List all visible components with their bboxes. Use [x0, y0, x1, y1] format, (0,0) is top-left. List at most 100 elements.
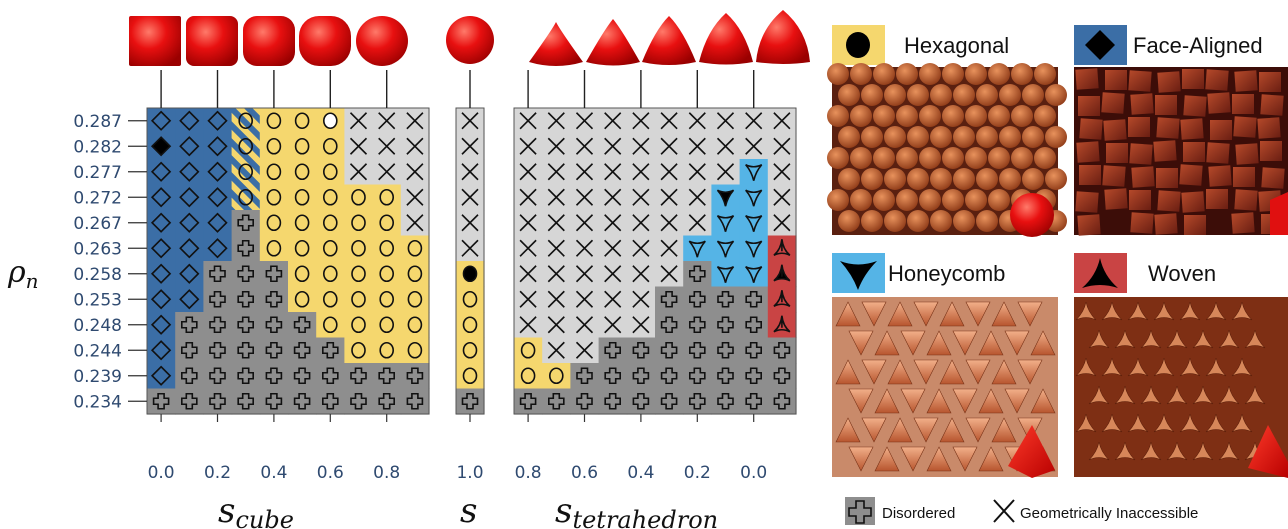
phase-symbol-H [379, 239, 395, 257]
phase-symbol-X [773, 112, 791, 130]
phase-symbol-D [350, 367, 367, 385]
phase-symbol-D [293, 392, 311, 410]
phase-symbol-D [350, 392, 367, 410]
x-tick-label: 0.6 [317, 463, 344, 483]
x-axis-title-sphere: s [460, 491, 477, 529]
phase-symbol-D [604, 392, 621, 410]
phase-symbol-H [407, 239, 423, 257]
phase-symbol-X [547, 112, 565, 130]
tetrahedron-shape-icon [1008, 425, 1055, 478]
phase-symbol-X [575, 239, 594, 257]
phase-symbol-X [519, 112, 537, 130]
phase-symbol-D [717, 341, 734, 359]
phase-symbol-X [461, 112, 479, 130]
phase-symbol-F [207, 110, 228, 131]
phase-cell [372, 210, 402, 237]
phase-symbol-D [237, 265, 254, 283]
phase-symbol-D [209, 367, 226, 385]
phase-symbol-D [265, 316, 283, 334]
phase-symbol-D [689, 392, 706, 410]
phase-cell [711, 261, 741, 288]
phase-cell [259, 388, 289, 415]
phase-cell [739, 286, 769, 313]
phase-symbol-D [689, 265, 706, 283]
phase-symbol-X [547, 239, 565, 257]
phase-symbol-C [716, 215, 735, 232]
particle-shape-icon [699, 13, 753, 65]
phase-cell [711, 363, 741, 390]
phase-cell [372, 388, 402, 415]
phase-symbol-D [265, 367, 283, 385]
phase-cell [372, 184, 402, 211]
phase-symbol-D [181, 316, 198, 334]
phase-cell [739, 312, 769, 339]
phase-cell [231, 108, 261, 135]
phase-cell [316, 261, 345, 288]
phase-cell [767, 337, 797, 364]
phase-symbol-H [322, 112, 338, 130]
phase-cell [711, 210, 741, 237]
phase-symbol-H [294, 290, 310, 308]
phase-symbol-C [745, 215, 763, 232]
cube-shape-icon [1270, 192, 1288, 235]
phase-cell [683, 388, 712, 415]
phase-symbol-H [462, 367, 478, 385]
phase-symbol-F [179, 187, 200, 208]
phase-symbol-X [660, 112, 678, 130]
phase-cell [739, 184, 769, 211]
phase-symbol-H [379, 188, 395, 206]
phase-cell [316, 210, 345, 237]
panel-frame [146, 107, 430, 415]
phase-symbol-X [461, 214, 479, 232]
phase-cell [400, 337, 430, 364]
phase-cell [344, 286, 374, 313]
phase-symbol-D [322, 367, 339, 385]
phase-cell [400, 388, 430, 415]
phase-cell [683, 261, 712, 288]
phase-symbol-X [575, 112, 594, 130]
y-tick-label: 0.248 [73, 316, 122, 336]
phase-cell [598, 363, 628, 390]
phase-symbol-D [745, 316, 762, 334]
phase-symbol-H [238, 188, 253, 206]
phase-symbol-X [519, 188, 537, 206]
phase-symbol-X [349, 112, 368, 130]
phase-symbol-X [688, 214, 706, 232]
phase-cell [259, 184, 289, 211]
phase-symbol-D [322, 392, 339, 410]
phase-symbol-H [238, 112, 253, 130]
phase-symbol-H [294, 188, 310, 206]
x-tick-label: 0.0 [740, 463, 767, 483]
phase-cell [175, 312, 204, 339]
phase-symbol-D [293, 341, 311, 359]
particle-shape-icon [356, 16, 408, 66]
phase-symbol-D [237, 392, 254, 410]
phase-symbol-X [632, 214, 650, 232]
particle-shape-icon [186, 16, 238, 66]
phase-symbol-X [519, 316, 537, 334]
x-tick-label: 1.0 [456, 463, 483, 483]
phase-symbol-H [351, 290, 366, 308]
phase-cell [203, 388, 233, 415]
y-tick-label: 0.258 [73, 265, 122, 285]
phase-symbol-D [209, 265, 226, 283]
phase-symbol-X [632, 290, 650, 308]
y-axis-title: ρn [7, 255, 39, 293]
legend-honeycomb-label: Honeycomb [888, 261, 1005, 286]
legend-inaccessible-label: Geometrically Inaccessible [1020, 505, 1198, 522]
filled-tripod-icon [1082, 258, 1118, 288]
phase-symbol-F [207, 187, 228, 208]
phase-cell [175, 363, 204, 390]
phase-symbol-H [351, 188, 366, 206]
phase-symbol-D [237, 290, 254, 308]
phase-symbol-X [660, 265, 678, 283]
phase-symbol-D [237, 316, 254, 334]
phase-symbol-D [717, 367, 734, 385]
phase-symbol-H [322, 214, 338, 232]
x-mark-icon [993, 499, 1015, 523]
phase-symbol-H [379, 265, 395, 283]
phase-symbol-X [660, 137, 678, 155]
phase-symbol-X [604, 112, 622, 130]
phase-symbol-D [773, 392, 791, 410]
phase-symbol-D [209, 341, 226, 359]
